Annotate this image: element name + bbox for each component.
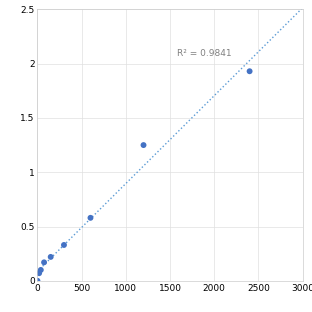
Text: R² = 0.9841: R² = 0.9841	[177, 49, 232, 58]
Point	[35, 278, 40, 283]
Point	[48, 254, 53, 259]
Point	[61, 242, 66, 247]
Point	[247, 69, 252, 74]
Point	[141, 143, 146, 148]
Point	[41, 260, 46, 265]
Point	[88, 215, 93, 220]
Point	[37, 271, 41, 276]
Point	[38, 267, 43, 272]
